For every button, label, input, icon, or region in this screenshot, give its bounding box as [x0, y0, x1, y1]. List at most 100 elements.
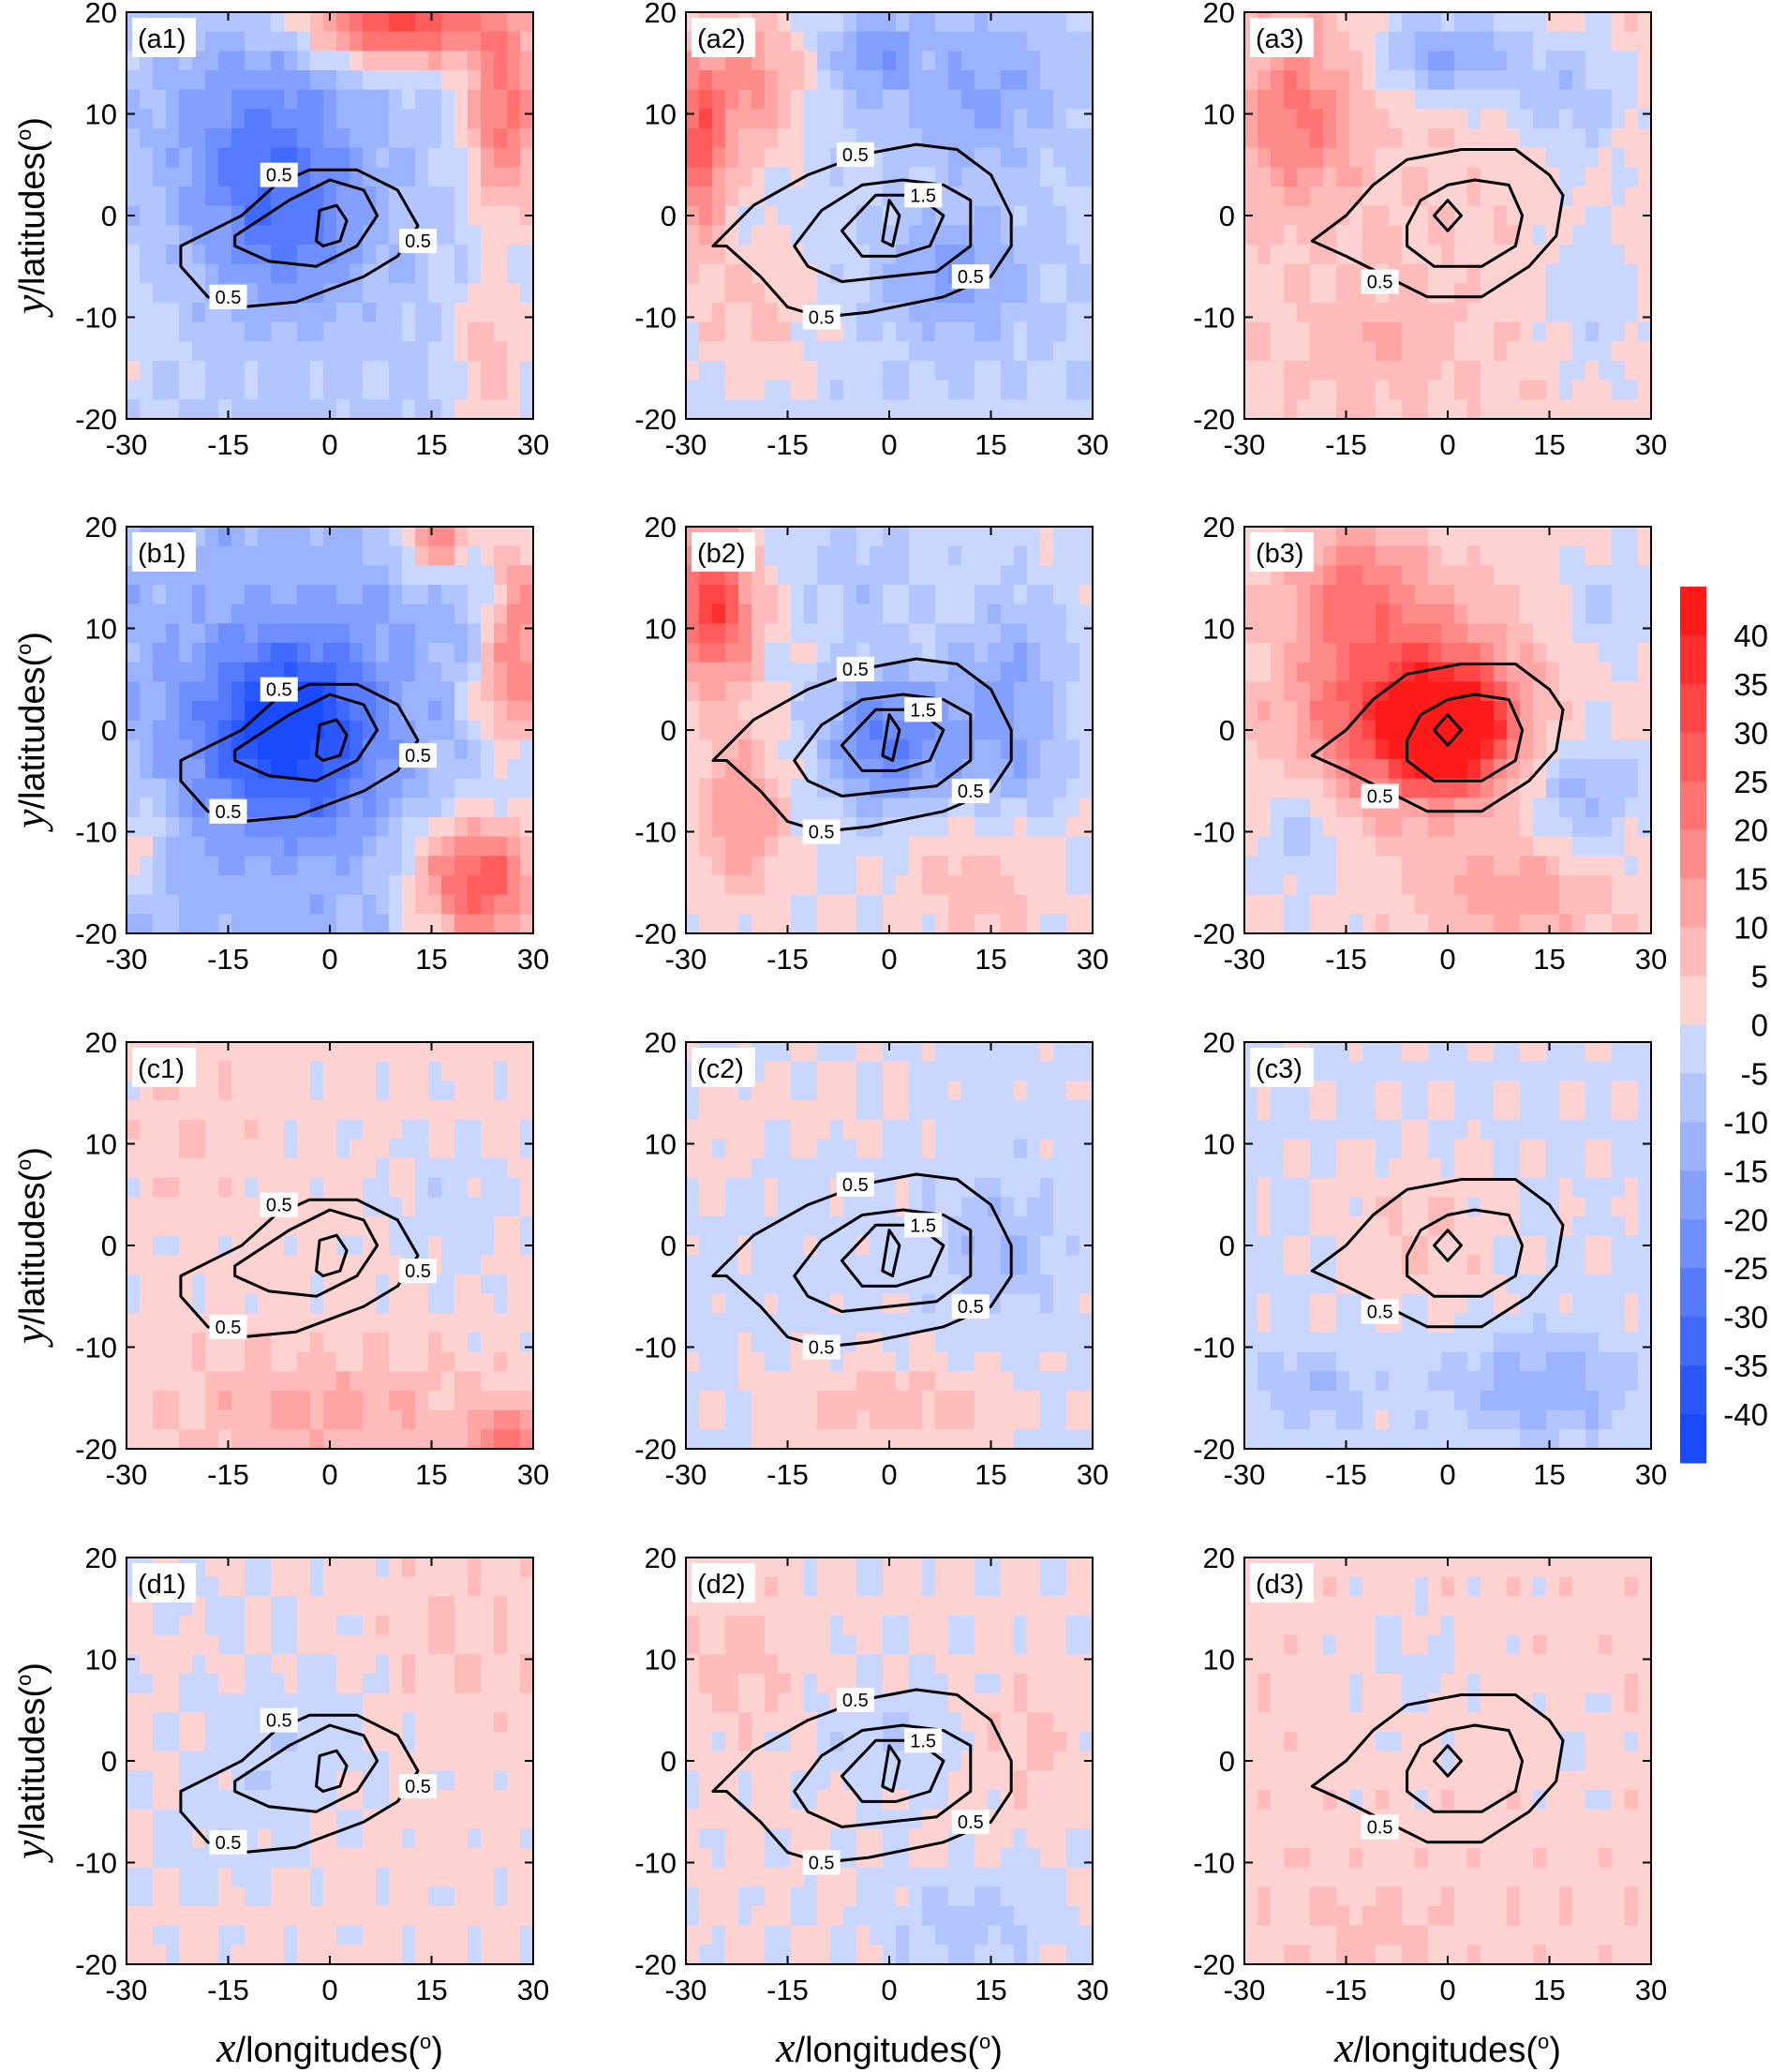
field-cell — [1546, 186, 1560, 207]
field-cell — [245, 380, 259, 400]
field-cell — [271, 856, 285, 876]
field-cell — [218, 662, 232, 682]
field-cell — [1271, 186, 1285, 207]
field-cell — [205, 681, 219, 702]
field-cell — [310, 817, 324, 838]
field-cell — [1638, 361, 1652, 381]
field-cell — [1244, 817, 1258, 838]
field-cell — [975, 167, 989, 187]
field-cell — [1441, 681, 1455, 702]
field-cell — [468, 225, 482, 246]
field-cell — [1244, 321, 1258, 342]
field-cell — [415, 817, 429, 838]
field-cell — [271, 1313, 285, 1334]
panel-label: (c1) — [138, 1054, 185, 1084]
field-cell — [975, 701, 989, 722]
field-cell — [909, 739, 923, 760]
field-cell — [1053, 341, 1067, 362]
field-cell — [1027, 527, 1041, 547]
field-cell — [1625, 147, 1639, 168]
field-cell — [350, 205, 364, 226]
field-cell — [1520, 12, 1534, 33]
field-cell — [1040, 875, 1054, 896]
field-cell — [1415, 545, 1429, 566]
field-cell — [765, 205, 779, 226]
field-cell — [350, 797, 364, 818]
field-cell — [468, 380, 482, 400]
field-cell — [896, 225, 910, 246]
field-cell — [1467, 283, 1481, 304]
field-cell — [725, 1429, 739, 1450]
field-cell — [1415, 205, 1429, 226]
field-cell — [441, 321, 455, 342]
y-tick-label: 0 — [101, 714, 117, 747]
field-cell — [1494, 380, 1508, 400]
field-cell — [1599, 817, 1613, 838]
field-cell — [712, 245, 726, 265]
y-axis-deg: o — [12, 1159, 36, 1170]
field-cell — [350, 128, 364, 149]
field-cell — [922, 89, 936, 110]
field-cell — [1572, 739, 1586, 760]
field-cell — [140, 283, 154, 304]
field-cell — [909, 89, 923, 110]
field-cell — [988, 380, 1002, 400]
field-cell — [507, 245, 521, 265]
field-cell — [765, 856, 779, 876]
field-cell — [948, 205, 962, 226]
field-cell — [1454, 856, 1468, 876]
field-cell — [1559, 914, 1573, 934]
field-cell — [1585, 643, 1600, 663]
field-cell — [350, 817, 364, 838]
field-cell — [988, 836, 1002, 857]
field-cell — [686, 1275, 700, 1295]
field-cell — [961, 303, 975, 323]
field-cell — [765, 263, 779, 284]
field-cell — [1467, 399, 1481, 420]
field-cell — [1362, 545, 1377, 566]
field-cell — [1428, 51, 1442, 71]
field-cell — [1040, 817, 1054, 838]
field-cell — [481, 263, 495, 284]
field-cell — [205, 1177, 219, 1198]
field-cell — [126, 1333, 141, 1353]
field-cell — [699, 263, 713, 284]
field-cell — [922, 778, 936, 798]
field-cell — [1271, 856, 1285, 876]
field-cell — [441, 778, 455, 798]
field-cell — [948, 399, 962, 420]
contour-label: 0.5 — [216, 1318, 242, 1338]
field-cell — [752, 604, 766, 624]
field-cell — [520, 778, 534, 798]
field-cell — [1027, 205, 1041, 226]
field-cell — [1612, 623, 1626, 644]
field-cell — [140, 399, 154, 420]
field-cell — [1428, 147, 1442, 168]
field-cell — [1494, 341, 1508, 362]
field-cell — [752, 681, 766, 702]
field-cell — [922, 361, 936, 381]
contour-label-bg — [951, 779, 990, 804]
field-cell — [454, 797, 469, 818]
field-cell — [468, 186, 482, 207]
field-cell — [140, 109, 154, 129]
field-cell — [1572, 380, 1586, 400]
field-cell — [1572, 31, 1586, 52]
field-cell — [1441, 321, 1455, 342]
field-cell — [323, 225, 337, 246]
field-cell — [988, 51, 1002, 71]
field-cell — [1454, 817, 1468, 838]
field-cell — [752, 914, 766, 934]
field-cell — [791, 186, 805, 207]
field-cell — [791, 321, 805, 342]
field-cell — [153, 399, 167, 420]
field-cell — [909, 565, 923, 586]
field-cell — [153, 797, 167, 818]
field-cell — [1258, 914, 1272, 934]
field-cell — [1323, 109, 1337, 129]
field-cell — [975, 245, 989, 265]
field-cell — [1467, 361, 1481, 381]
field-cell — [205, 245, 219, 265]
field-cell — [140, 147, 154, 168]
